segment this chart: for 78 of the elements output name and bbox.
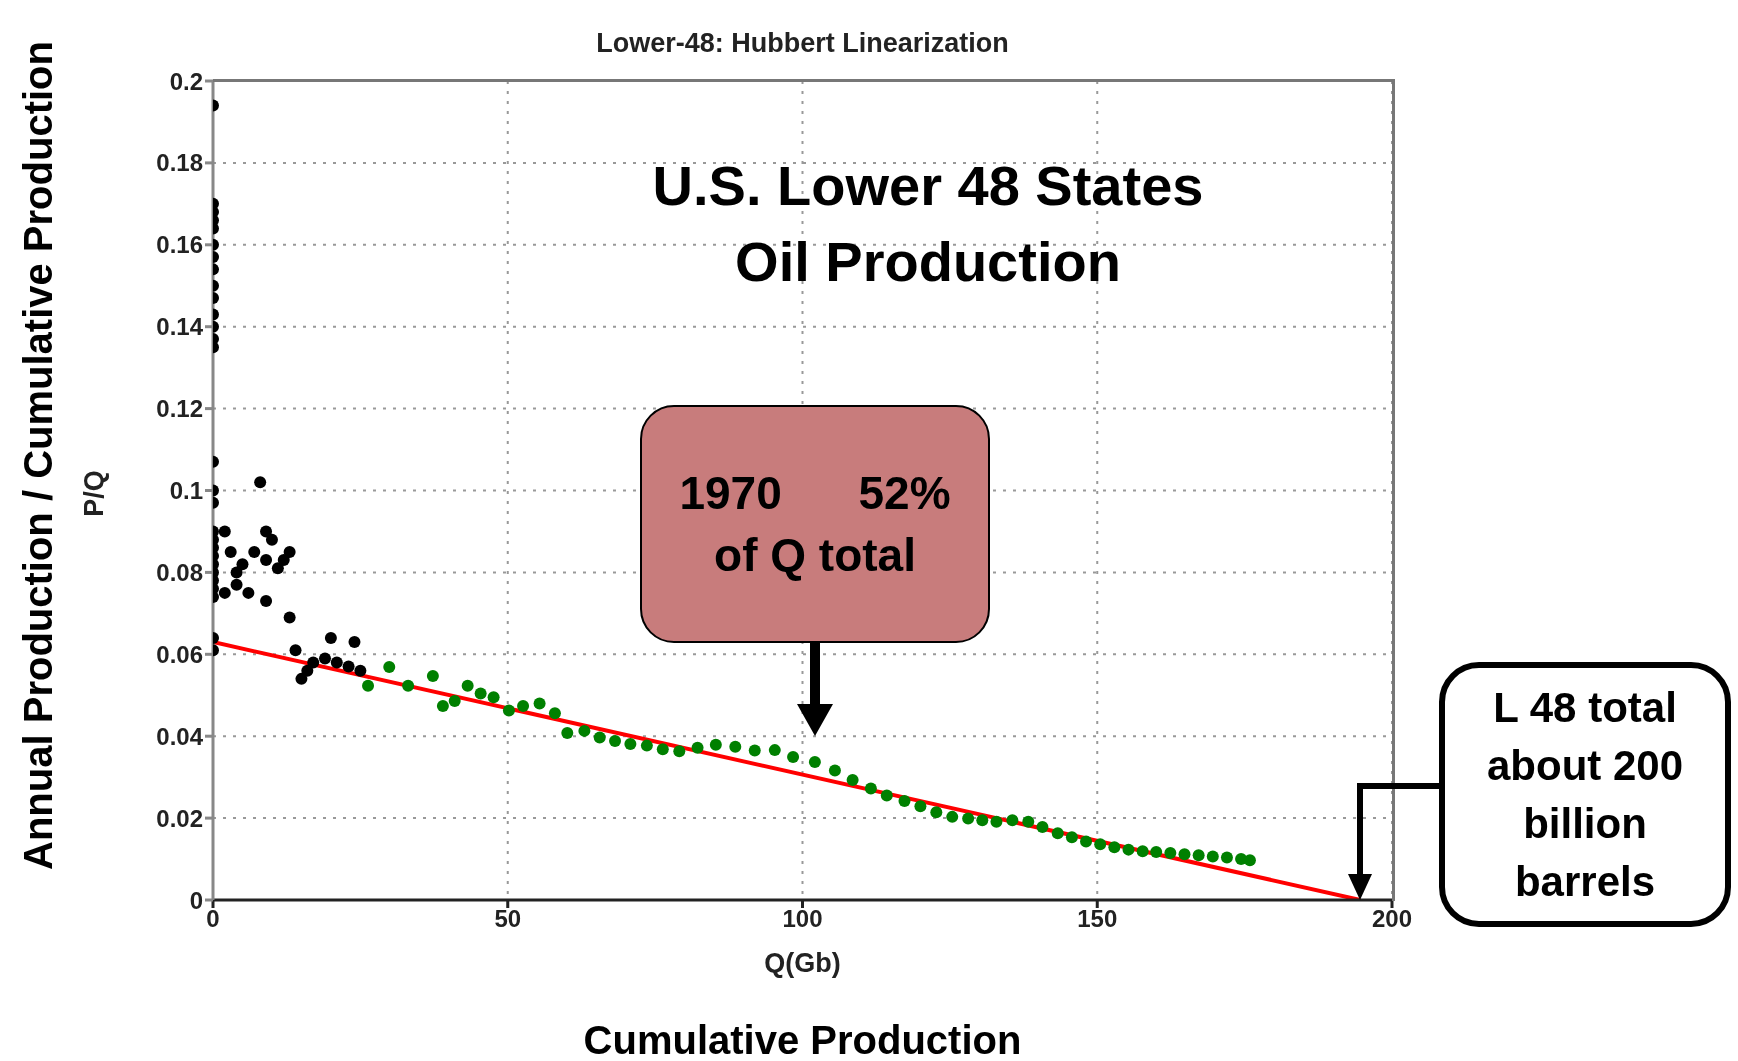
x-tick-label: 50 (494, 905, 522, 933)
y-tick-label: 0.08 (156, 558, 203, 586)
text: Annual Production / Cumulative Production (15, 40, 61, 872)
point (474, 687, 487, 700)
point (880, 789, 893, 802)
point (461, 679, 474, 692)
point (1206, 850, 1219, 863)
point (517, 699, 530, 712)
y-tick-label: 0.06 (156, 640, 203, 668)
y-axis-title: P/Q (78, 469, 110, 519)
point (640, 739, 653, 752)
point (846, 774, 859, 787)
point (448, 694, 461, 707)
point (656, 743, 669, 756)
point (383, 661, 396, 673)
point (502, 704, 515, 717)
x-tick-label: 100 (782, 905, 823, 933)
x-axis-title: Q(Gb) (763, 948, 842, 979)
point (1080, 835, 1093, 848)
y-tick-label: 0.02 (156, 804, 203, 832)
point (930, 806, 943, 819)
point (533, 697, 546, 710)
point (1006, 814, 1019, 827)
point (828, 764, 841, 777)
point (990, 815, 1003, 828)
annotation: U.S. Lower 48 States Oil Production (651, 153, 1205, 295)
point (898, 794, 911, 807)
point (691, 741, 704, 754)
point (946, 810, 959, 823)
point (362, 679, 375, 692)
y-tick-label: 0.12 (156, 395, 203, 423)
point (709, 738, 722, 751)
point (962, 812, 975, 825)
point (624, 737, 637, 750)
point (1108, 841, 1121, 854)
point (436, 699, 449, 712)
x-tick-label: 150 (1077, 905, 1118, 933)
point (1022, 815, 1035, 828)
callout-box: 1970 52% of Q total (640, 405, 990, 643)
point (787, 751, 800, 764)
y-tick-label: 0.04 (156, 722, 204, 750)
point (976, 814, 989, 827)
x-tick-label: 200 (1371, 905, 1413, 933)
point (487, 691, 500, 704)
point (609, 735, 622, 748)
point (593, 731, 606, 744)
point (914, 800, 927, 813)
y-tick-label: 0.1 (169, 477, 203, 505)
point (1150, 846, 1163, 859)
point (1178, 848, 1191, 861)
chart-title: Lower-48: Hubbert Linearization (595, 28, 1010, 59)
point (1036, 821, 1049, 834)
point (1094, 838, 1107, 851)
y-tick-label: 0.18 (156, 149, 203, 177)
point (1220, 851, 1233, 864)
y-tick-label: 0.14 (156, 313, 204, 341)
point (561, 726, 574, 739)
point (1192, 849, 1205, 862)
point (748, 744, 761, 757)
y-tick-label: 0.16 (156, 231, 203, 259)
text: Cumulative Production (582, 1018, 1023, 1061)
point (1136, 845, 1149, 858)
point (1051, 827, 1064, 840)
callout-box: L 48 total about 200 billion barrels (1439, 662, 1731, 927)
point (1065, 831, 1078, 844)
point (768, 744, 781, 757)
point (808, 756, 821, 768)
point (1164, 846, 1177, 859)
point (673, 745, 686, 758)
point (426, 670, 439, 682)
y-tick-label: 0 (189, 886, 203, 914)
point (864, 782, 877, 795)
point (548, 707, 561, 720)
point (402, 679, 415, 692)
point (578, 724, 591, 737)
point (1122, 843, 1135, 856)
y-tick-label: 0.2 (169, 67, 203, 95)
point (729, 740, 742, 753)
